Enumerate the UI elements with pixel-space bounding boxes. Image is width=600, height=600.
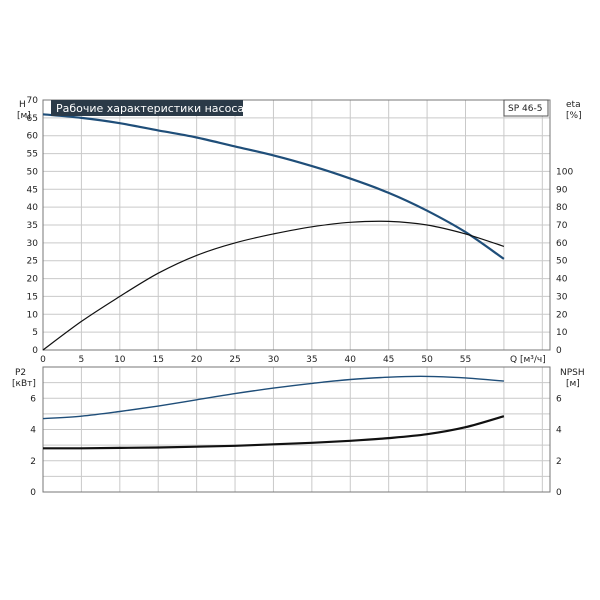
upper-series (42, 113, 505, 351)
h-axis-unit: [м] (17, 111, 31, 121)
npsh-tick-label: 2 (556, 457, 562, 467)
h-tick-label: 30 (27, 239, 39, 249)
q-tick-label: 15 (153, 355, 164, 365)
h-tick-label: 55 (27, 150, 38, 160)
chart-title-box (51, 100, 243, 116)
upper-panel: 0510152025303540455055606570010203040506… (17, 96, 582, 365)
h-tick-label: 25 (27, 257, 38, 267)
q-tick-label: 20 (191, 355, 203, 365)
lower-panel: 0 2 4 6 0 2 4 6 P2 [кВт] NPSH [м] (12, 366, 585, 498)
h-tick-label: 5 (32, 328, 38, 338)
p2-tick-label: 4 (30, 426, 36, 436)
q-tick-label: 45 (383, 355, 394, 365)
model-label: SP 46-5 (508, 104, 542, 114)
q-tick-label: 10 (114, 355, 126, 365)
h-tick-label: 40 (27, 203, 39, 213)
eta-tick-label: 50 (556, 257, 568, 267)
p2-tick-label: 0 (30, 488, 36, 498)
npsh-tick-label: 4 (556, 426, 562, 436)
h-tick-label: 0 (32, 346, 38, 356)
q-tick-label: 25 (229, 355, 240, 365)
p2-axis-label: P2 (15, 368, 26, 378)
eta-tick-label: 10 (556, 328, 568, 338)
q-tick-label: 5 (79, 355, 85, 365)
p2-tick-label: 2 (30, 457, 36, 467)
h-axis-label: H (19, 100, 26, 110)
q-tick-label: 40 (345, 355, 357, 365)
h-tick-label: 35 (27, 221, 38, 231)
h-tick-label: 60 (27, 132, 39, 142)
eta-tick-label: 100 (556, 167, 573, 177)
eta-tick-label: 80 (556, 203, 568, 213)
eta-tick-label: 40 (556, 275, 568, 285)
q-tick-label: 35 (306, 355, 317, 365)
npsh-tick-label: 0 (556, 488, 562, 498)
h-tick-label: 15 (27, 292, 38, 302)
h-tick-label: 70 (27, 96, 39, 106)
lower-grid (43, 367, 550, 492)
eta-tick-label: 0 (556, 346, 562, 356)
efficiency-curve (42, 220, 505, 351)
q-tick-label: 30 (268, 355, 280, 365)
h-tick-label: 50 (27, 167, 39, 177)
q-tick-label: 55 (460, 355, 471, 365)
h-tick-label: 65 (27, 114, 38, 124)
npsh-axis-label: NPSH (560, 368, 585, 378)
eta-tick-label: 20 (556, 310, 568, 320)
lower-series (42, 375, 505, 450)
upper-tick-labels: 0510152025303540455055606570010203040506… (27, 96, 574, 365)
upper-frame (42, 99, 551, 351)
power-p2-curve (42, 375, 504, 420)
model-label-box (503, 99, 549, 117)
eta-tick-label: 70 (556, 221, 568, 231)
lower-tick-labels: 0 2 4 6 0 2 4 6 (30, 394, 562, 498)
h-tick-label: 45 (27, 185, 38, 195)
h-tick-label: 20 (27, 275, 39, 285)
q-tick-label: 0 (40, 355, 46, 365)
p2-axis-unit: [кВт] (12, 379, 36, 389)
npsh-curve (43, 415, 505, 450)
q-tick-label: 50 (421, 355, 433, 365)
upper-grid (43, 100, 550, 350)
npsh-tick-label: 6 (556, 394, 562, 404)
eta-axis-label: eta (566, 100, 581, 110)
eta-axis-unit: [%] (566, 111, 582, 121)
npsh-axis-unit: [м] (566, 379, 580, 389)
eta-tick-label: 90 (556, 185, 568, 195)
lower-frame (42, 366, 551, 493)
p2-tick-label: 6 (30, 394, 36, 404)
chart-title: Рабочие характеристики насоса (56, 102, 244, 115)
eta-tick-label: 60 (556, 239, 568, 249)
h-tick-label: 10 (27, 310, 39, 320)
eta-tick-label: 30 (556, 292, 568, 302)
q-axis-label: Q [м³/ч] (510, 355, 546, 365)
head-curve (42, 113, 505, 260)
